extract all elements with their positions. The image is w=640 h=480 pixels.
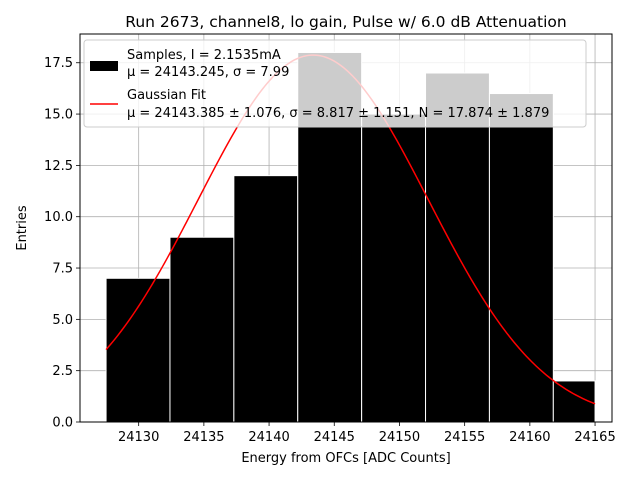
histogram-bar-7 [488, 93, 554, 423]
legend-label-fit: Gaussian Fit [127, 88, 206, 103]
legend-swatch-samples [90, 61, 118, 71]
plot-frame [79, 33, 613, 423]
y-tick-label: 12.5 [44, 159, 73, 174]
legend-stats-samples: μ = 24143.245, σ = 7.99 [127, 65, 289, 80]
y-tick-label: 0.0 [52, 416, 73, 431]
x-tick-label: 24160 [509, 430, 550, 445]
legend-box [83, 39, 587, 128]
legend-label-samples: Samples, I = 2.1535mA [127, 48, 281, 63]
x-tick-label: 24165 [574, 430, 615, 445]
histogram-bar-5 [361, 113, 427, 423]
legend: Samples, I = 2.1535mA μ = 24143.245, σ =… [83, 39, 587, 128]
x-tick-label: 24155 [444, 430, 485, 445]
y-axis-label: Entries [15, 205, 30, 251]
y-tick-label: 7.5 [52, 262, 73, 277]
histogram-bar-6 [425, 72, 490, 423]
y-tick-label: 5.0 [52, 313, 73, 328]
x-tick-label: 24140 [248, 430, 289, 445]
histogram-bar-1 [105, 277, 171, 423]
histogram-bar-2 [169, 236, 235, 423]
y-tick-label: 17.5 [44, 56, 73, 71]
histogram-bar-3 [233, 175, 299, 423]
y-tick-label: 10.0 [44, 210, 73, 225]
x-tick-label: 24145 [314, 430, 355, 445]
legend-stats-fit: μ = 24143.385 ± 1.076, σ = 8.817 ± 1.151… [127, 106, 549, 121]
x-tick-label: 24135 [183, 430, 224, 445]
y-tick-label: 2.5 [52, 364, 73, 379]
x-tick-label: 24150 [379, 430, 420, 445]
chart-title: Run 2673, channel8, lo gain, Pulse w/ 6.… [125, 13, 566, 31]
y-tick-label: 15.0 [44, 108, 73, 123]
x-axis-ticks: 24130 24135 24140 24145 24150 24155 24160 24165 [118, 422, 616, 445]
y-axis-ticks: 0.0 2.5 5.0 7.5 10.0 12.5 15.0 17.5 [44, 56, 80, 431]
x-tick-label: 24130 [118, 430, 159, 445]
x-axis-label: Energy from OFCs [ADC Counts] [241, 451, 450, 466]
